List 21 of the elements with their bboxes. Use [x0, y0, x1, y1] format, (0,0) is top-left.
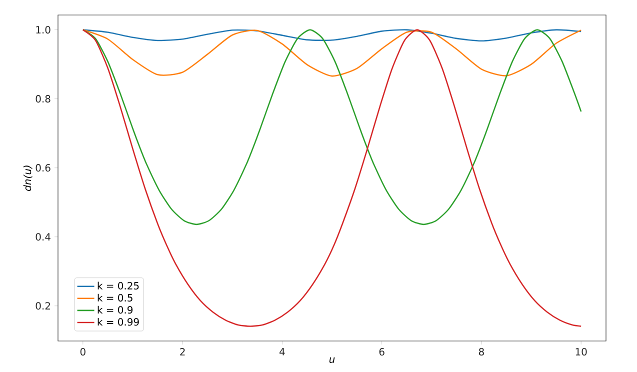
y-tick-label: 0.2	[36, 302, 50, 310]
x-tick-label: 6	[379, 348, 384, 356]
y-tick-label: 0.6	[36, 164, 50, 172]
x-tick-label: 4	[280, 348, 285, 356]
y-axis-title: dn(u)	[23, 166, 32, 191]
y-tick-label: 0.4	[36, 233, 50, 241]
legend-label: k = 0.5	[98, 294, 132, 302]
x-tick-label: 0	[80, 348, 86, 356]
line-series	[82, 29, 582, 42]
legend-label: k = 0.99	[98, 318, 139, 326]
x-tick-label: 10	[576, 348, 587, 356]
line-series	[82, 29, 582, 77]
legend-label: k = 0.9	[98, 306, 133, 314]
line-series	[82, 29, 582, 327]
x-axis-title: u	[329, 357, 335, 363]
x-tick-label: 8	[478, 348, 484, 356]
y-tick-label: 0.8	[36, 95, 50, 103]
x-tick-label: 2	[180, 348, 185, 356]
line-series	[82, 29, 582, 226]
legend-label: k = 0.25	[98, 282, 139, 290]
y-tick-label: 1.0	[36, 26, 50, 34]
